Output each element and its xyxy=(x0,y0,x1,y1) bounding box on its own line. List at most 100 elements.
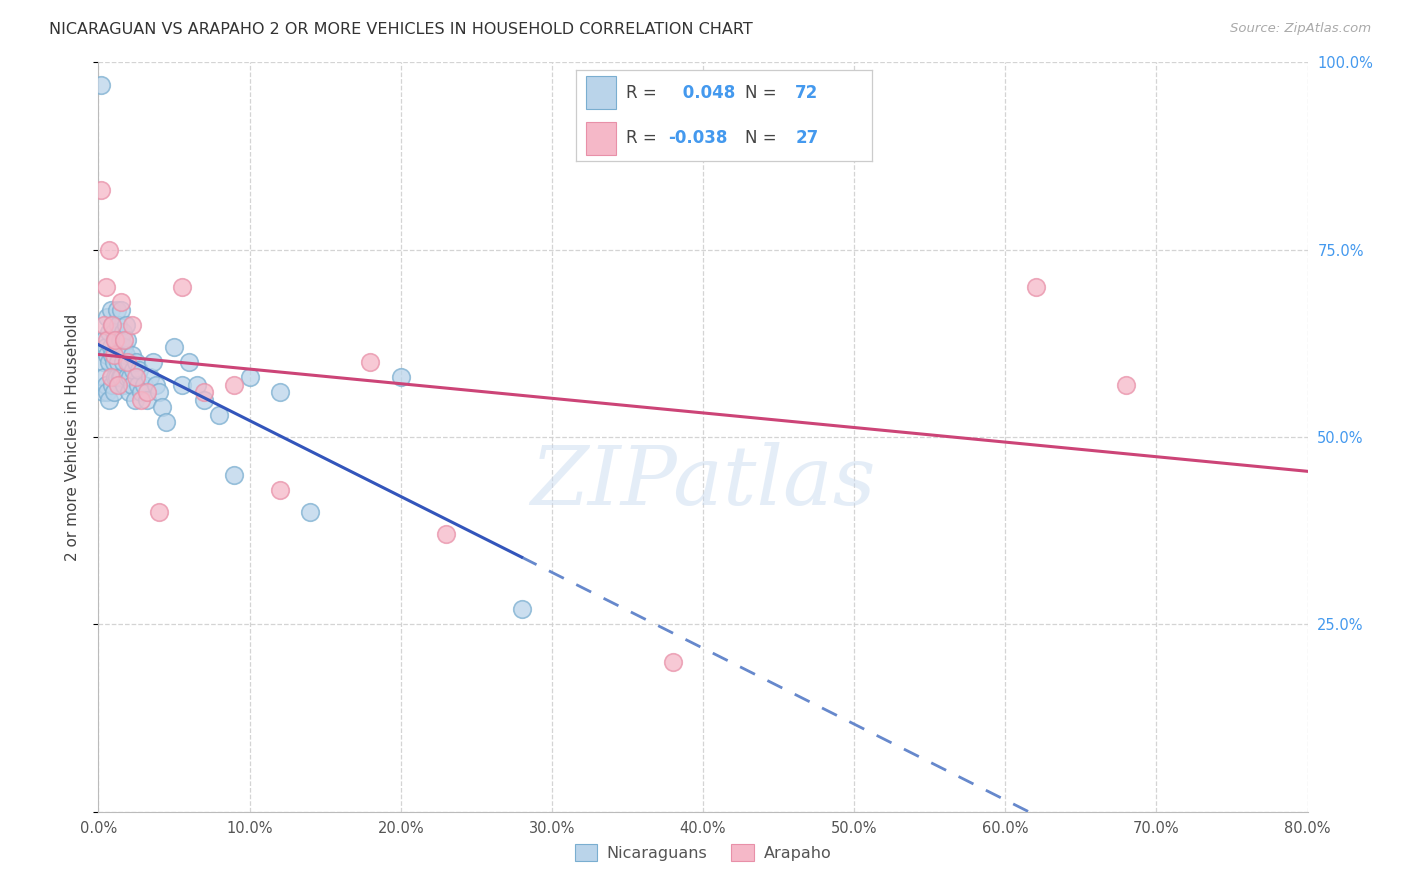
Point xyxy=(122,362,145,376)
Point xyxy=(186,377,208,392)
Point xyxy=(98,243,121,257)
Point xyxy=(103,355,125,369)
Point xyxy=(91,355,114,369)
Point xyxy=(112,333,135,347)
Point xyxy=(121,377,143,392)
Point xyxy=(108,333,131,347)
Point xyxy=(269,483,291,497)
Point xyxy=(118,355,141,369)
Point xyxy=(124,392,146,407)
Point xyxy=(170,377,193,392)
Point xyxy=(104,333,127,347)
Point xyxy=(127,377,149,392)
Point xyxy=(150,400,173,414)
Point xyxy=(239,370,262,384)
Point xyxy=(142,355,165,369)
Point xyxy=(193,385,215,400)
Point xyxy=(1115,377,1137,392)
Point xyxy=(101,318,124,332)
Point xyxy=(1024,280,1046,294)
Point xyxy=(93,333,115,347)
Point xyxy=(107,377,129,392)
Point xyxy=(94,280,117,294)
Point xyxy=(193,392,215,407)
Point xyxy=(135,385,157,400)
Point xyxy=(115,333,138,347)
Point xyxy=(105,333,128,347)
Point xyxy=(145,377,167,392)
Point xyxy=(96,348,118,362)
Point xyxy=(132,377,155,392)
Point xyxy=(125,355,148,369)
Point xyxy=(224,377,246,392)
Point xyxy=(101,348,124,362)
Point xyxy=(98,355,121,369)
Point xyxy=(179,355,201,369)
Point xyxy=(98,325,121,339)
Point xyxy=(112,377,135,392)
Text: NICARAGUAN VS ARAPAHO 2 OR MORE VEHICLES IN HOUSEHOLD CORRELATION CHART: NICARAGUAN VS ARAPAHO 2 OR MORE VEHICLES… xyxy=(49,22,754,37)
Point xyxy=(135,392,157,407)
Point xyxy=(100,370,122,384)
Y-axis label: 2 or more Vehicles in Household: 2 or more Vehicles in Household xyxy=(65,313,80,561)
Point xyxy=(163,340,186,354)
Point xyxy=(103,348,125,362)
Point xyxy=(110,333,132,347)
Point xyxy=(111,355,134,369)
Point xyxy=(118,385,141,400)
Point xyxy=(107,318,129,332)
Point xyxy=(103,325,125,339)
Point xyxy=(111,325,134,339)
Point xyxy=(100,302,122,317)
Point xyxy=(110,370,132,384)
Point xyxy=(101,318,124,332)
Point xyxy=(90,78,112,92)
Point xyxy=(96,385,118,400)
Point xyxy=(120,370,142,384)
Point xyxy=(90,183,112,197)
Point xyxy=(360,355,382,369)
Point xyxy=(269,385,291,400)
Point xyxy=(103,385,125,400)
Point xyxy=(129,385,152,400)
Point xyxy=(170,280,193,294)
Point xyxy=(91,385,114,400)
Point xyxy=(98,392,121,407)
Legend: Nicaraguans, Arapaho: Nicaraguans, Arapaho xyxy=(568,838,838,867)
Point xyxy=(105,302,128,317)
Point xyxy=(115,370,138,384)
Point xyxy=(101,377,124,392)
Point xyxy=(139,370,162,384)
Point xyxy=(224,467,246,482)
Point xyxy=(108,370,131,384)
Point xyxy=(114,348,136,362)
Point xyxy=(121,318,143,332)
Point xyxy=(129,392,152,407)
Point xyxy=(661,655,683,669)
Point xyxy=(389,370,412,384)
Point xyxy=(110,302,132,317)
Point xyxy=(125,370,148,384)
Point xyxy=(121,348,143,362)
Text: ZIPatlas: ZIPatlas xyxy=(530,442,876,522)
Point xyxy=(148,385,170,400)
Point xyxy=(104,370,127,384)
Text: Source: ZipAtlas.com: Source: ZipAtlas.com xyxy=(1230,22,1371,36)
Point xyxy=(105,370,128,384)
Point xyxy=(155,415,177,429)
Point xyxy=(93,370,115,384)
Point xyxy=(112,340,135,354)
Point xyxy=(299,505,322,519)
Point xyxy=(94,377,117,392)
Point xyxy=(96,310,118,325)
Point xyxy=(96,333,118,347)
Point xyxy=(93,318,115,332)
Point xyxy=(114,318,136,332)
Point xyxy=(94,340,117,354)
Point xyxy=(128,362,150,376)
Point xyxy=(104,333,127,347)
Point xyxy=(148,505,170,519)
Point xyxy=(434,527,457,541)
Point xyxy=(100,340,122,354)
Point xyxy=(110,295,132,310)
